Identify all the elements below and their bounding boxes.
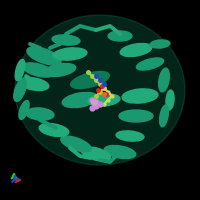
- Ellipse shape: [22, 63, 54, 77]
- Ellipse shape: [159, 68, 169, 92]
- Ellipse shape: [81, 147, 111, 161]
- Ellipse shape: [136, 58, 164, 70]
- Ellipse shape: [53, 48, 87, 60]
- Ellipse shape: [166, 90, 174, 110]
- Ellipse shape: [160, 105, 168, 127]
- Ellipse shape: [52, 35, 80, 45]
- Ellipse shape: [116, 131, 144, 141]
- Ellipse shape: [150, 40, 170, 48]
- Ellipse shape: [120, 43, 152, 57]
- Ellipse shape: [44, 63, 76, 77]
- Ellipse shape: [14, 79, 26, 101]
- Ellipse shape: [61, 136, 91, 152]
- Ellipse shape: [88, 94, 120, 106]
- Ellipse shape: [19, 78, 49, 90]
- Ellipse shape: [39, 124, 69, 136]
- Ellipse shape: [15, 59, 25, 81]
- Ellipse shape: [19, 101, 29, 119]
- Ellipse shape: [119, 110, 153, 122]
- Ellipse shape: [122, 89, 158, 103]
- Ellipse shape: [27, 47, 61, 65]
- Ellipse shape: [108, 31, 132, 41]
- Ellipse shape: [62, 92, 98, 108]
- Ellipse shape: [71, 71, 109, 89]
- Ellipse shape: [104, 145, 136, 159]
- Ellipse shape: [26, 108, 54, 120]
- Ellipse shape: [15, 15, 185, 165]
